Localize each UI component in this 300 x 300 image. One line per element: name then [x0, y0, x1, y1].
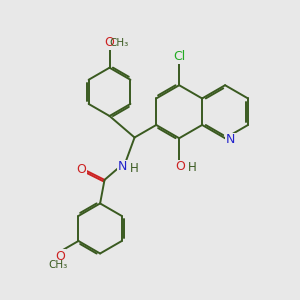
Text: O: O	[104, 37, 114, 50]
Text: Cl: Cl	[173, 50, 185, 63]
Text: CH₃: CH₃	[109, 38, 129, 48]
Text: H: H	[130, 162, 138, 175]
Text: N: N	[118, 160, 128, 173]
Text: CH₃: CH₃	[49, 260, 68, 270]
Text: H: H	[188, 161, 197, 174]
Text: O: O	[176, 160, 186, 173]
Text: O: O	[56, 250, 65, 263]
Text: O: O	[76, 163, 86, 176]
Text: N: N	[226, 133, 235, 146]
